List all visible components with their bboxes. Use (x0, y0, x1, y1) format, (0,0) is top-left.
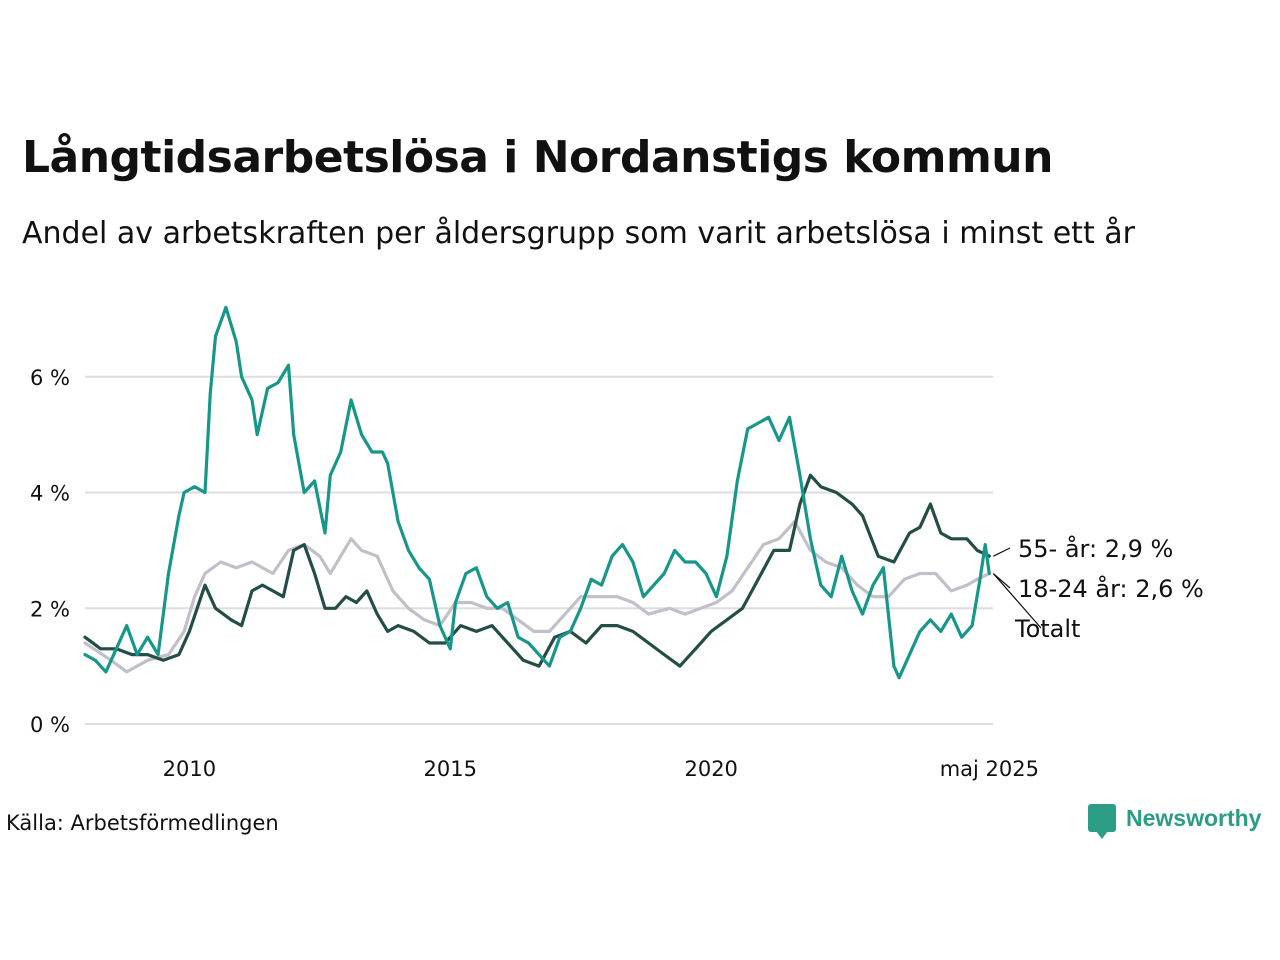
newsworthy-logo-icon (1088, 804, 1116, 839)
series-end-label-aldre: 55- år: 2,9 % (1018, 534, 1173, 563)
y-tick-label: 4 % (30, 482, 70, 506)
brand-logo: Newsworthy (1088, 804, 1262, 839)
brand-name: Newsworthy (1126, 804, 1262, 831)
label-leader-line (992, 573, 1011, 589)
series-labels: Totalt 55- år: 2,9 % 18-24 år: 2,6 % (992, 534, 1204, 643)
series-end-label-totalt: Totalt (1014, 615, 1080, 643)
x-tick-label: 2015 (424, 757, 477, 781)
chart-subtitle: Andel av arbetskraften per åldersgrupp s… (22, 216, 1135, 251)
grid-lines (85, 375, 993, 725)
y-tick-label: 2 % (30, 597, 70, 621)
source-note: Källa: Arbetsförmedlingen (6, 811, 279, 835)
series-end-label-ungdom: 18-24 år: 2,6 % (1018, 574, 1204, 603)
label-leader-line (992, 573, 1042, 629)
label-leader-line (993, 547, 1011, 557)
series-line-ungdom (83, 305, 991, 680)
x-tick-label: maj 2025 (940, 757, 1039, 781)
x-tick-label: 2010 (163, 757, 216, 781)
x-axis: 2010 2015 2020 maj 2025 (163, 757, 1039, 781)
y-tick-label: 0 % (30, 713, 70, 737)
y-tick-label: 6 % (30, 366, 70, 390)
chart-title: Långtidsarbetslösa i Nordanstigs kommun (22, 132, 1053, 183)
series-line-aldre (83, 473, 991, 668)
series-lines (83, 305, 991, 680)
y-axis: 0 % 2 % 4 % 6 % (30, 366, 70, 737)
x-tick-label: 2020 (684, 757, 737, 781)
